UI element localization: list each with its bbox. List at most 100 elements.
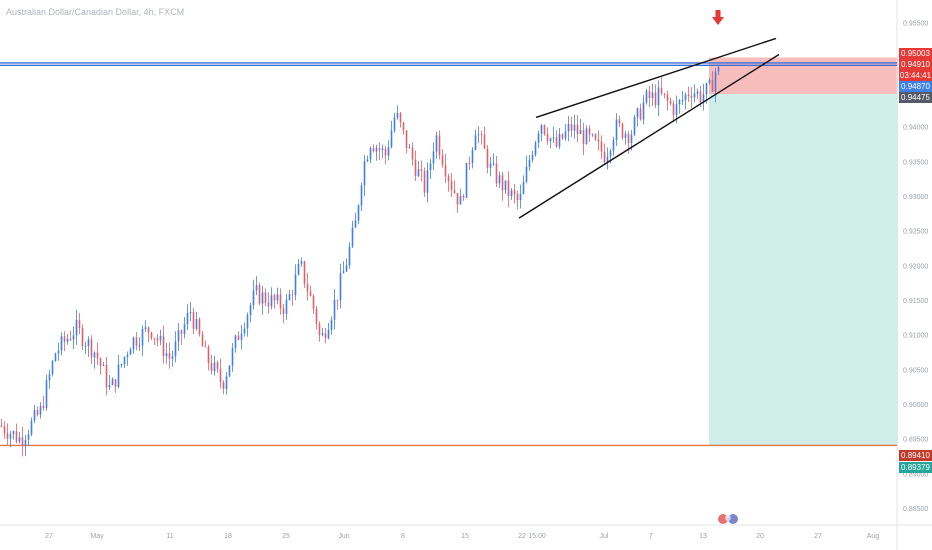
candle-body xyxy=(342,271,345,274)
candle-body xyxy=(573,124,576,131)
candle-body xyxy=(183,324,186,334)
candle-body xyxy=(450,181,453,190)
candle-body xyxy=(240,333,243,340)
candle-body xyxy=(264,292,267,303)
candle-body xyxy=(603,151,606,162)
candle-body xyxy=(84,346,87,348)
candle-body xyxy=(105,364,108,388)
candle-body xyxy=(636,108,639,118)
candle-body xyxy=(609,150,612,157)
candle-body xyxy=(597,139,600,142)
x-tick-label: 22 xyxy=(518,533,526,540)
candle-body xyxy=(459,196,462,205)
candle-body xyxy=(393,117,396,131)
candle-body xyxy=(684,94,687,100)
candle-body xyxy=(273,295,276,301)
price-label: 03:44:41 xyxy=(899,70,932,81)
candle-body xyxy=(717,66,720,72)
candle-body xyxy=(711,80,714,92)
candle-body xyxy=(348,246,351,266)
candle-body xyxy=(474,135,477,150)
candle-body xyxy=(426,170,429,193)
candle-body xyxy=(60,336,63,351)
candle-body xyxy=(576,124,579,134)
candle-body xyxy=(69,338,72,340)
candle-body xyxy=(360,185,363,206)
candle-body xyxy=(501,175,504,191)
candle-body xyxy=(249,305,252,316)
candle-body xyxy=(225,376,228,389)
candle-body xyxy=(534,142,537,155)
candle-body xyxy=(579,129,582,134)
candle-body xyxy=(663,93,666,95)
candle-body xyxy=(219,368,222,383)
candle-body xyxy=(228,365,231,377)
candle-body xyxy=(468,162,471,164)
candle-body xyxy=(516,194,519,201)
x-tick-label: May xyxy=(90,533,104,540)
candle-body xyxy=(471,149,474,164)
candle-body xyxy=(483,134,486,149)
candle-body xyxy=(651,92,654,99)
candle-body xyxy=(489,163,492,168)
y-tick-label: 0.94000 xyxy=(903,125,928,132)
candle-body xyxy=(306,283,309,292)
candle-body xyxy=(213,362,216,372)
candle-body xyxy=(312,295,315,309)
candle-body xyxy=(465,162,468,198)
x-tick-label: 15 xyxy=(461,533,469,540)
candle-body xyxy=(453,189,456,193)
candle-body xyxy=(522,181,525,194)
candle-body xyxy=(165,353,168,357)
y-tick-label: 0.91500 xyxy=(903,298,928,305)
candle-body xyxy=(288,294,291,300)
candle-body xyxy=(351,227,354,247)
candle-body xyxy=(120,364,123,366)
candle-body xyxy=(153,338,156,340)
candle-body xyxy=(696,91,699,94)
candle-body xyxy=(180,330,183,334)
candle-body xyxy=(39,406,42,415)
candle-body xyxy=(417,169,420,177)
candle-body xyxy=(339,273,342,301)
candle-body xyxy=(411,147,414,160)
x-tick-label: 27 xyxy=(45,533,53,540)
y-tick-label: 0.89000 xyxy=(903,471,928,478)
candle-body xyxy=(369,148,372,160)
candle-body xyxy=(441,155,444,165)
candle-body xyxy=(612,140,615,151)
candle-body xyxy=(267,302,270,307)
candle-body xyxy=(630,134,633,144)
candle-body xyxy=(192,312,195,329)
candle-body xyxy=(372,148,375,152)
candle-body xyxy=(387,147,390,156)
candle-body xyxy=(63,336,66,342)
candle-body xyxy=(567,124,570,132)
candle-body xyxy=(222,382,225,389)
candle-body xyxy=(333,299,336,320)
x-tick-label: 20 xyxy=(756,533,764,540)
candle-body xyxy=(246,315,249,329)
candle-body xyxy=(420,169,423,171)
x-tick-label: Jun xyxy=(338,533,349,540)
candle-body xyxy=(708,80,711,84)
candle-body xyxy=(408,147,411,149)
y-tick-label: 0.90000 xyxy=(903,402,928,409)
y-tick-label: 0.89500 xyxy=(903,437,928,444)
candle-body xyxy=(555,137,558,147)
candle-body xyxy=(699,91,702,103)
candle-body xyxy=(9,434,12,439)
candle-body xyxy=(345,265,348,272)
candle-body xyxy=(321,333,324,336)
candle-body xyxy=(669,100,672,104)
candle-body xyxy=(423,170,426,193)
candle-body xyxy=(33,410,36,421)
candle-body xyxy=(216,362,219,369)
candle-body xyxy=(12,431,15,435)
candle-body xyxy=(657,87,660,106)
candle-body xyxy=(18,437,21,442)
candle-body xyxy=(327,329,330,339)
candle-body xyxy=(588,128,591,135)
candle-body xyxy=(132,337,135,350)
